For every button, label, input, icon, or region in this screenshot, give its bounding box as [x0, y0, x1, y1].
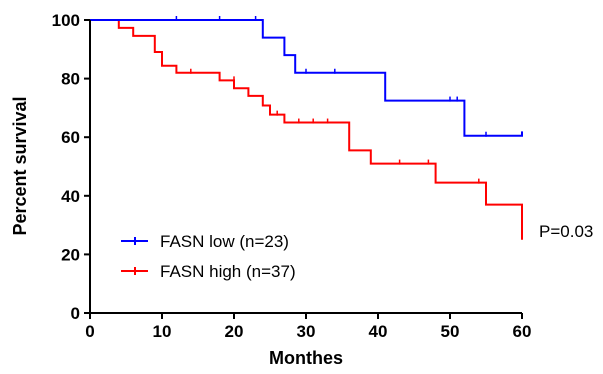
x-tick-label: 50	[441, 322, 460, 341]
x-axis-title: Monthes	[269, 348, 343, 368]
x-ticks: 0 10 20 30 40 50 60	[85, 313, 531, 341]
p-value-annotation: P=0.03	[539, 222, 593, 241]
legend: FASN low (n=23) FASN high (n=37)	[121, 232, 296, 281]
x-tick-label: 10	[153, 322, 172, 341]
y-tick-label: 80	[61, 70, 80, 89]
y-tick-label: 20	[61, 245, 80, 264]
y-tick-label: 40	[61, 187, 80, 206]
y-ticks: 0 20 40 60 80 100	[52, 11, 90, 323]
plot-area	[90, 16, 523, 240]
x-tick-label: 0	[85, 322, 94, 341]
y-tick-label: 0	[71, 304, 80, 323]
x-tick-label: 30	[297, 322, 316, 341]
x-tick-label: 40	[369, 322, 388, 341]
series-line-high	[90, 19, 523, 240]
legend-item-high: FASN high (n=37)	[121, 262, 296, 281]
series-line-low	[90, 19, 523, 137]
legend-label-high: FASN high (n=37)	[160, 262, 296, 281]
y-tick-label: 60	[61, 128, 80, 147]
legend-item-low: FASN low (n=23)	[121, 232, 289, 251]
axes	[89, 20, 522, 314]
legend-label-low: FASN low (n=23)	[160, 232, 289, 251]
y-axis-title: Percent survival	[10, 96, 30, 235]
y-tick-label: 100	[52, 11, 80, 30]
x-tick-label: 60	[513, 322, 532, 341]
x-tick-label: 20	[225, 322, 244, 341]
